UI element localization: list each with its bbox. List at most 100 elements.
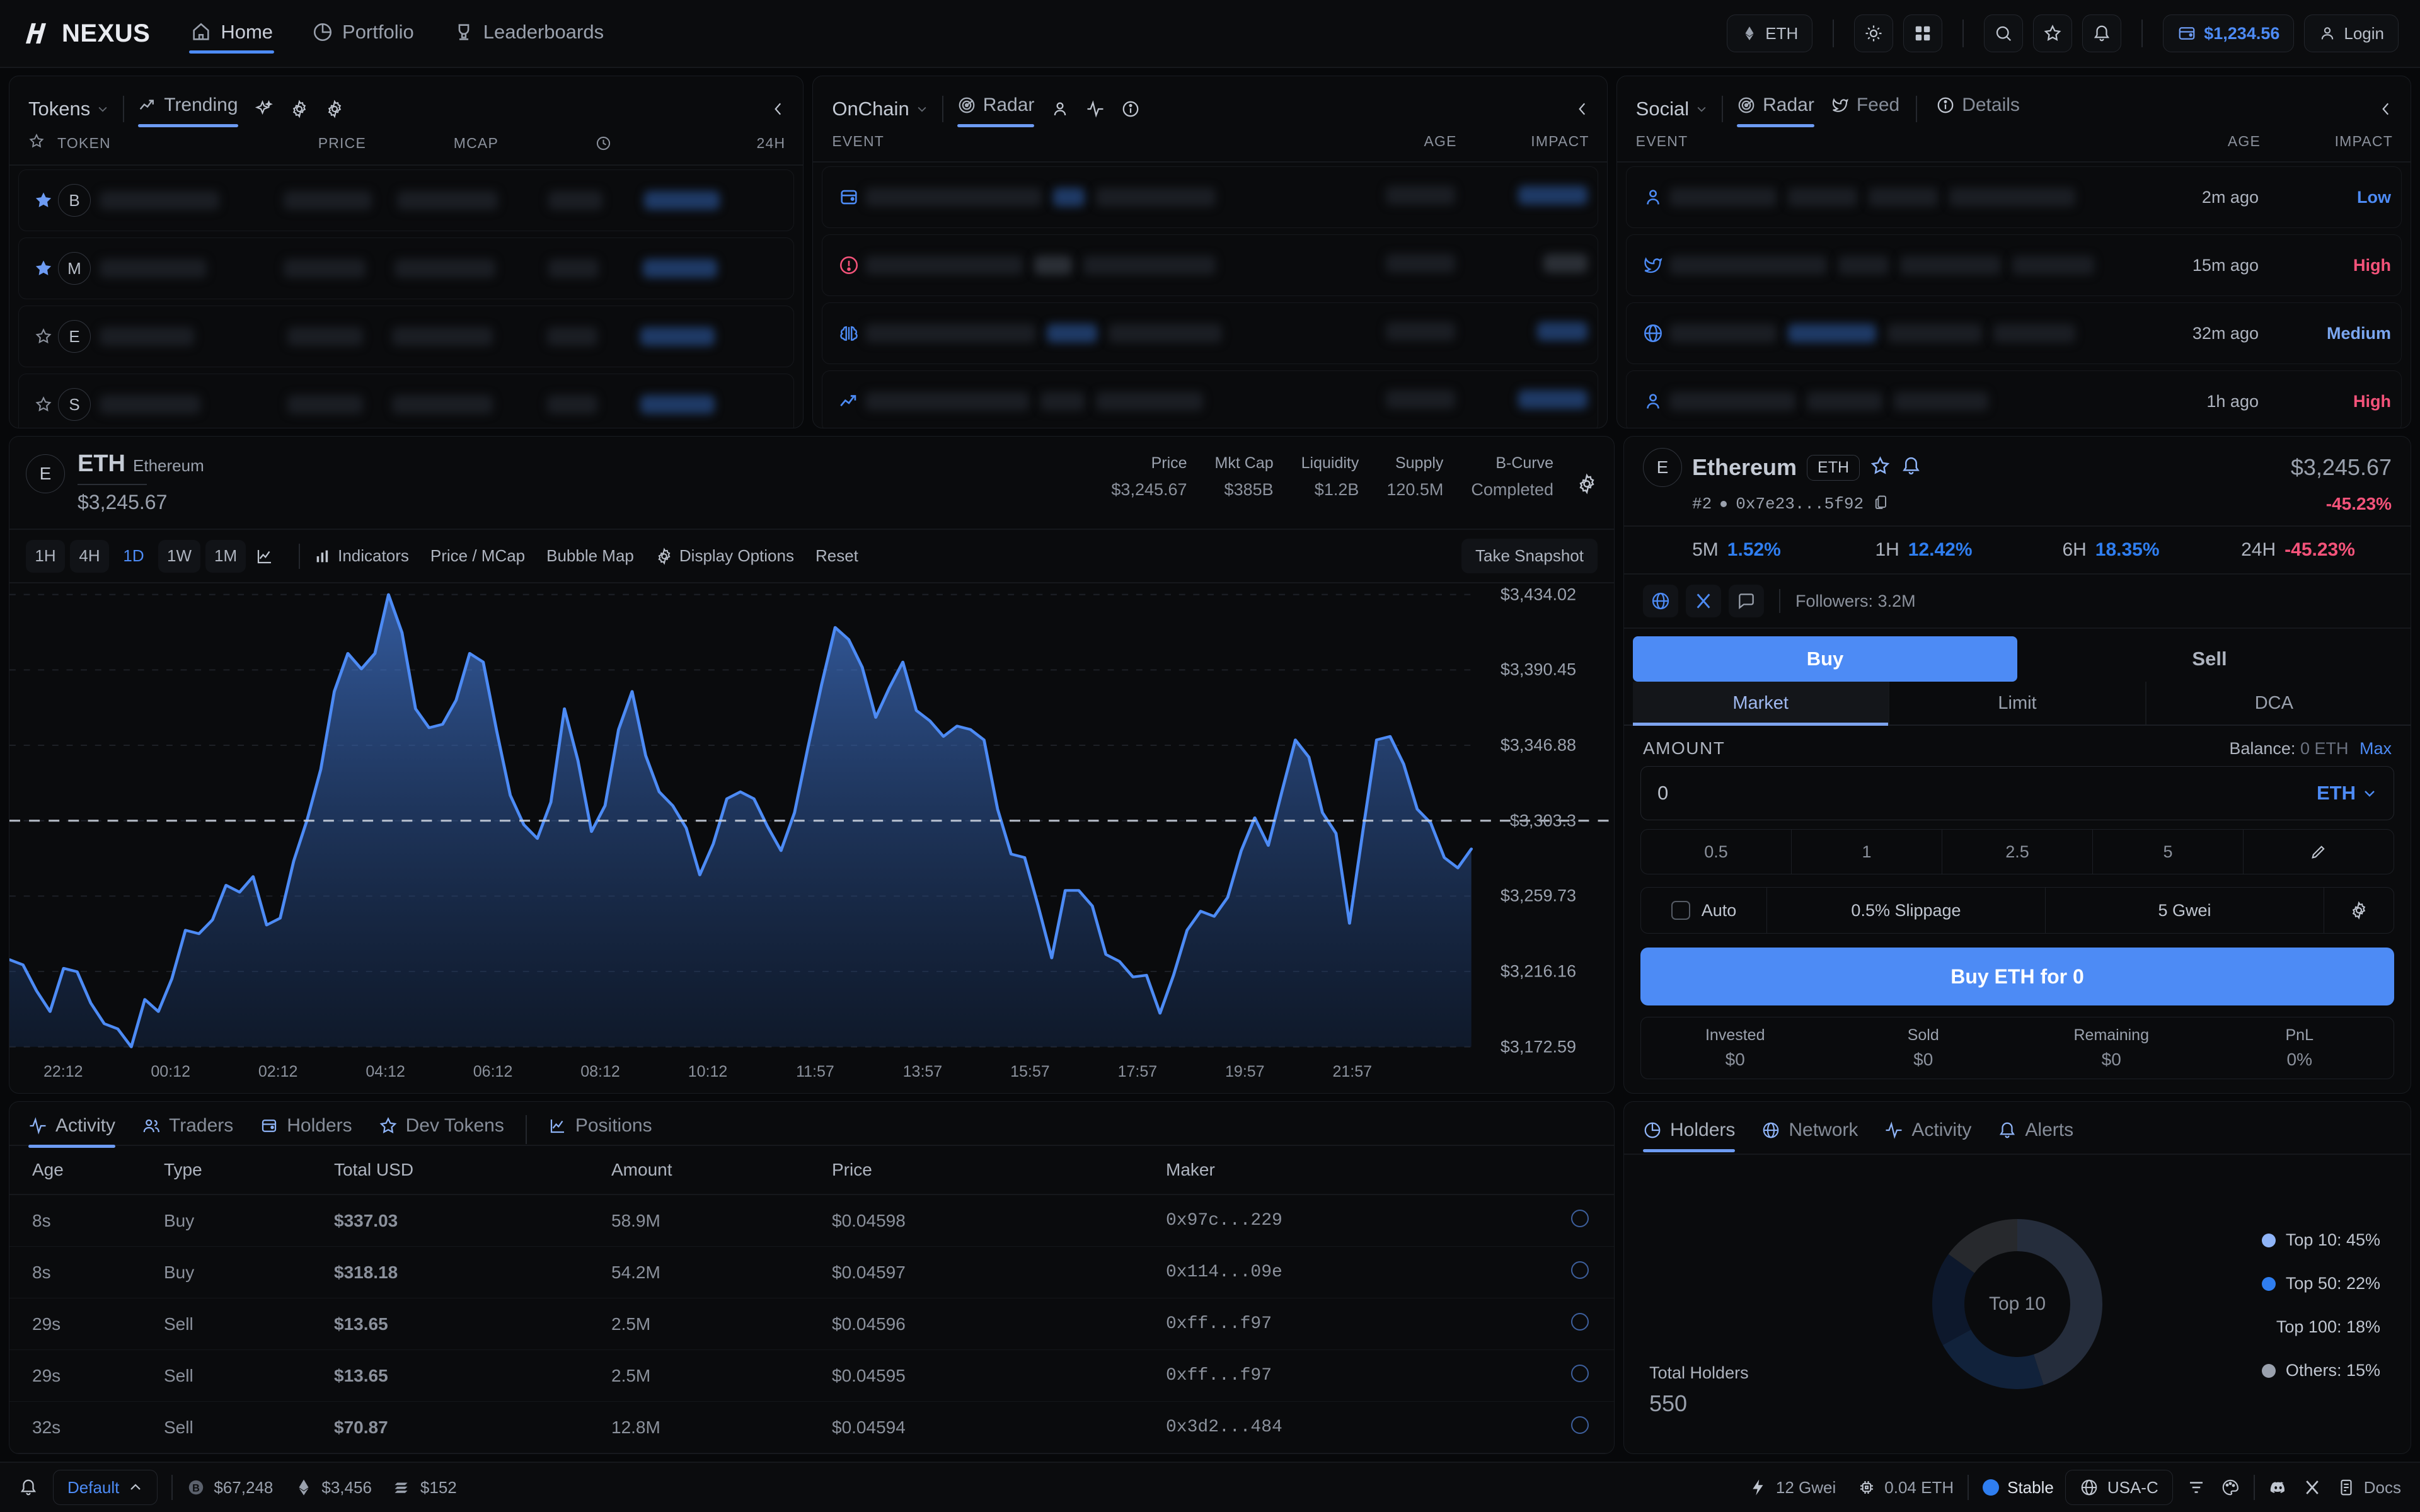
theme-palette-button[interactable]	[2221, 1478, 2240, 1497]
collapse-panel-button[interactable]	[1574, 98, 1591, 120]
tab-network[interactable]: Network	[1761, 1120, 1858, 1148]
slippage-setting[interactable]: 0.5% Slippage	[1767, 888, 2046, 933]
column-age[interactable]: AGE	[1424, 133, 1457, 149]
region-selector[interactable]: USA-C	[2065, 1470, 2173, 1505]
list-item[interactable]	[822, 302, 1598, 364]
column-token[interactable]: TOKEN	[57, 134, 111, 151]
column-event[interactable]: EVENT	[832, 133, 885, 149]
tab-traders[interactable]: Traders	[142, 1115, 233, 1144]
preset-selector[interactable]: Default	[53, 1470, 158, 1505]
list-item[interactable]: 32m ago Medium	[1625, 302, 2402, 364]
gas-setting[interactable]: 5 Gwei	[2046, 888, 2324, 933]
th-type[interactable]: Type	[164, 1146, 334, 1195]
order-mode-limit[interactable]: Limit	[1889, 682, 2146, 724]
nav-item-home[interactable]: Home	[188, 14, 275, 54]
status-notifications-button[interactable]	[19, 1478, 38, 1497]
chart-settings-button[interactable]	[1576, 454, 1598, 498]
donut-slice[interactable]	[1948, 1219, 2017, 1273]
bubble-map-button[interactable]: Bubble Map	[546, 546, 634, 565]
row-star-toggle[interactable]	[29, 260, 58, 277]
list-item[interactable]: 15m ago High	[1625, 234, 2402, 296]
login-button[interactable]: Login	[2304, 14, 2399, 52]
quick-amount-3[interactable]: 5	[2093, 830, 2244, 874]
donut-slice[interactable]	[2017, 1219, 2102, 1385]
alert-toggle-button[interactable]	[1901, 455, 1922, 479]
search-button[interactable]	[1984, 14, 2024, 52]
legend-item-top50[interactable]: Top 50: 22%	[2261, 1274, 2380, 1293]
auto-checkbox[interactable]	[1671, 901, 1690, 920]
column-mcap[interactable]: MCAP	[453, 134, 498, 151]
tab-holders-activity[interactable]: Activity	[1884, 1120, 1971, 1148]
timeframe-4h[interactable]: 4H	[70, 539, 109, 573]
quick-amount-1[interactable]: 1	[1792, 830, 1942, 874]
th-age[interactable]: Age	[9, 1146, 164, 1195]
favorites-button[interactable]	[2033, 14, 2073, 52]
th-amount[interactable]: Amount	[611, 1146, 832, 1195]
website-link-button[interactable]	[1643, 585, 1678, 617]
legend-item-top100[interactable]: Top 100: 18%	[2252, 1317, 2380, 1337]
cell-action[interactable]	[1557, 1401, 1614, 1453]
table-row[interactable]: B	[18, 169, 795, 231]
table-row[interactable]: 8s Buy $337.03 58.9M $0.04598 0x97c...22…	[9, 1194, 1614, 1247]
order-mode-market[interactable]: Market	[1633, 682, 1890, 726]
column-star[interactable]	[28, 133, 57, 153]
x-link-button[interactable]	[2303, 1478, 2322, 1497]
order-settings-button[interactable]	[2324, 888, 2394, 933]
gear-icon[interactable]	[325, 100, 344, 118]
auto-setting[interactable]: Auto	[1641, 888, 1767, 933]
list-item[interactable]	[822, 370, 1598, 428]
buy-tab[interactable]: Buy	[1633, 636, 2017, 682]
brand[interactable]: NEXUS	[21, 19, 150, 48]
tab-dev-tokens[interactable]: Dev Tokens	[379, 1115, 504, 1144]
table-row[interactable]: M	[18, 238, 795, 299]
filter-button[interactable]	[2187, 1478, 2206, 1497]
notifications-button[interactable]	[2082, 14, 2122, 52]
legend-item-top10[interactable]: Top 10: 45%	[2261, 1230, 2380, 1250]
list-item[interactable]: 2m ago Low	[1625, 166, 2402, 228]
collapse-panel-button[interactable]	[770, 98, 786, 120]
price-mcap-toggle[interactable]: Price / MCap	[430, 546, 526, 565]
take-snapshot-button[interactable]: Take Snapshot	[1461, 539, 1598, 573]
quick-amount-0[interactable]: 0.5	[1641, 830, 1792, 874]
favorite-toggle-button[interactable]	[1870, 455, 1891, 479]
table-row[interactable]: 29s Sell $13.65 2.5M $0.04596 0xff...f97	[9, 1298, 1614, 1350]
submit-buy-button[interactable]: Buy ETH for 0	[1640, 948, 2394, 1005]
edit-quick-amounts-button[interactable]	[2244, 830, 2394, 874]
column-impact[interactable]: IMPACT	[1531, 133, 1589, 149]
sell-tab[interactable]: Sell	[2192, 648, 2227, 670]
cell-maker[interactable]: 0x97c...229	[1166, 1194, 1557, 1247]
layout-grid-button[interactable]	[1903, 14, 1943, 52]
list-item[interactable]	[822, 234, 1598, 296]
legend-item-others[interactable]: Others: 15%	[2261, 1361, 2380, 1380]
nav-item-portfolio[interactable]: Portfolio	[309, 14, 417, 52]
th-maker[interactable]: Maker	[1166, 1146, 1557, 1195]
discord-link-button[interactable]	[2269, 1478, 2288, 1497]
cell-maker[interactable]: 0xff...f97	[1166, 1349, 1557, 1402]
user-icon[interactable]	[1051, 100, 1069, 118]
indicators-button[interactable]: Indicators	[314, 546, 409, 566]
timeframe-1w[interactable]: 1W	[158, 539, 200, 573]
tab-alerts[interactable]: Alerts	[1998, 1120, 2073, 1148]
pulse-icon[interactable]	[1086, 100, 1105, 118]
column-impact[interactable]: IMPACT	[2334, 133, 2393, 149]
cell-action[interactable]	[1557, 1246, 1614, 1298]
cell-maker[interactable]: 0x3d2...484	[1166, 1401, 1557, 1453]
social-panel-title[interactable]: Social	[1636, 98, 1708, 120]
column-age[interactable]: AGE	[2227, 133, 2261, 149]
reset-button[interactable]: Reset	[815, 546, 858, 565]
max-button[interactable]: Max	[2359, 738, 2392, 758]
list-item[interactable]	[822, 166, 1598, 228]
tab-trending[interactable]: Trending	[138, 94, 238, 127]
tab-holders[interactable]: Holders	[1643, 1120, 1736, 1152]
tokens-panel-title[interactable]: Tokens	[28, 98, 109, 120]
order-mode-dca[interactable]: DCA	[2254, 692, 2293, 713]
column-price[interactable]: PRICE	[318, 134, 366, 151]
donut-slice[interactable]	[1942, 1329, 2044, 1389]
amount-input[interactable]: 0 ETH	[1640, 766, 2394, 820]
cell-maker[interactable]: 0xff...f97	[1166, 1298, 1557, 1350]
quick-amount-2[interactable]: 2.5	[1942, 830, 2093, 874]
chat-link-button[interactable]	[1729, 585, 1764, 617]
tab-social-radar[interactable]: Radar	[1737, 94, 1814, 127]
table-row[interactable]: 32s Sell $70.87 12.8M $0.04594 0x3d2...4…	[9, 1401, 1614, 1453]
nav-item-leaderboards[interactable]: Leaderboards	[451, 14, 606, 52]
